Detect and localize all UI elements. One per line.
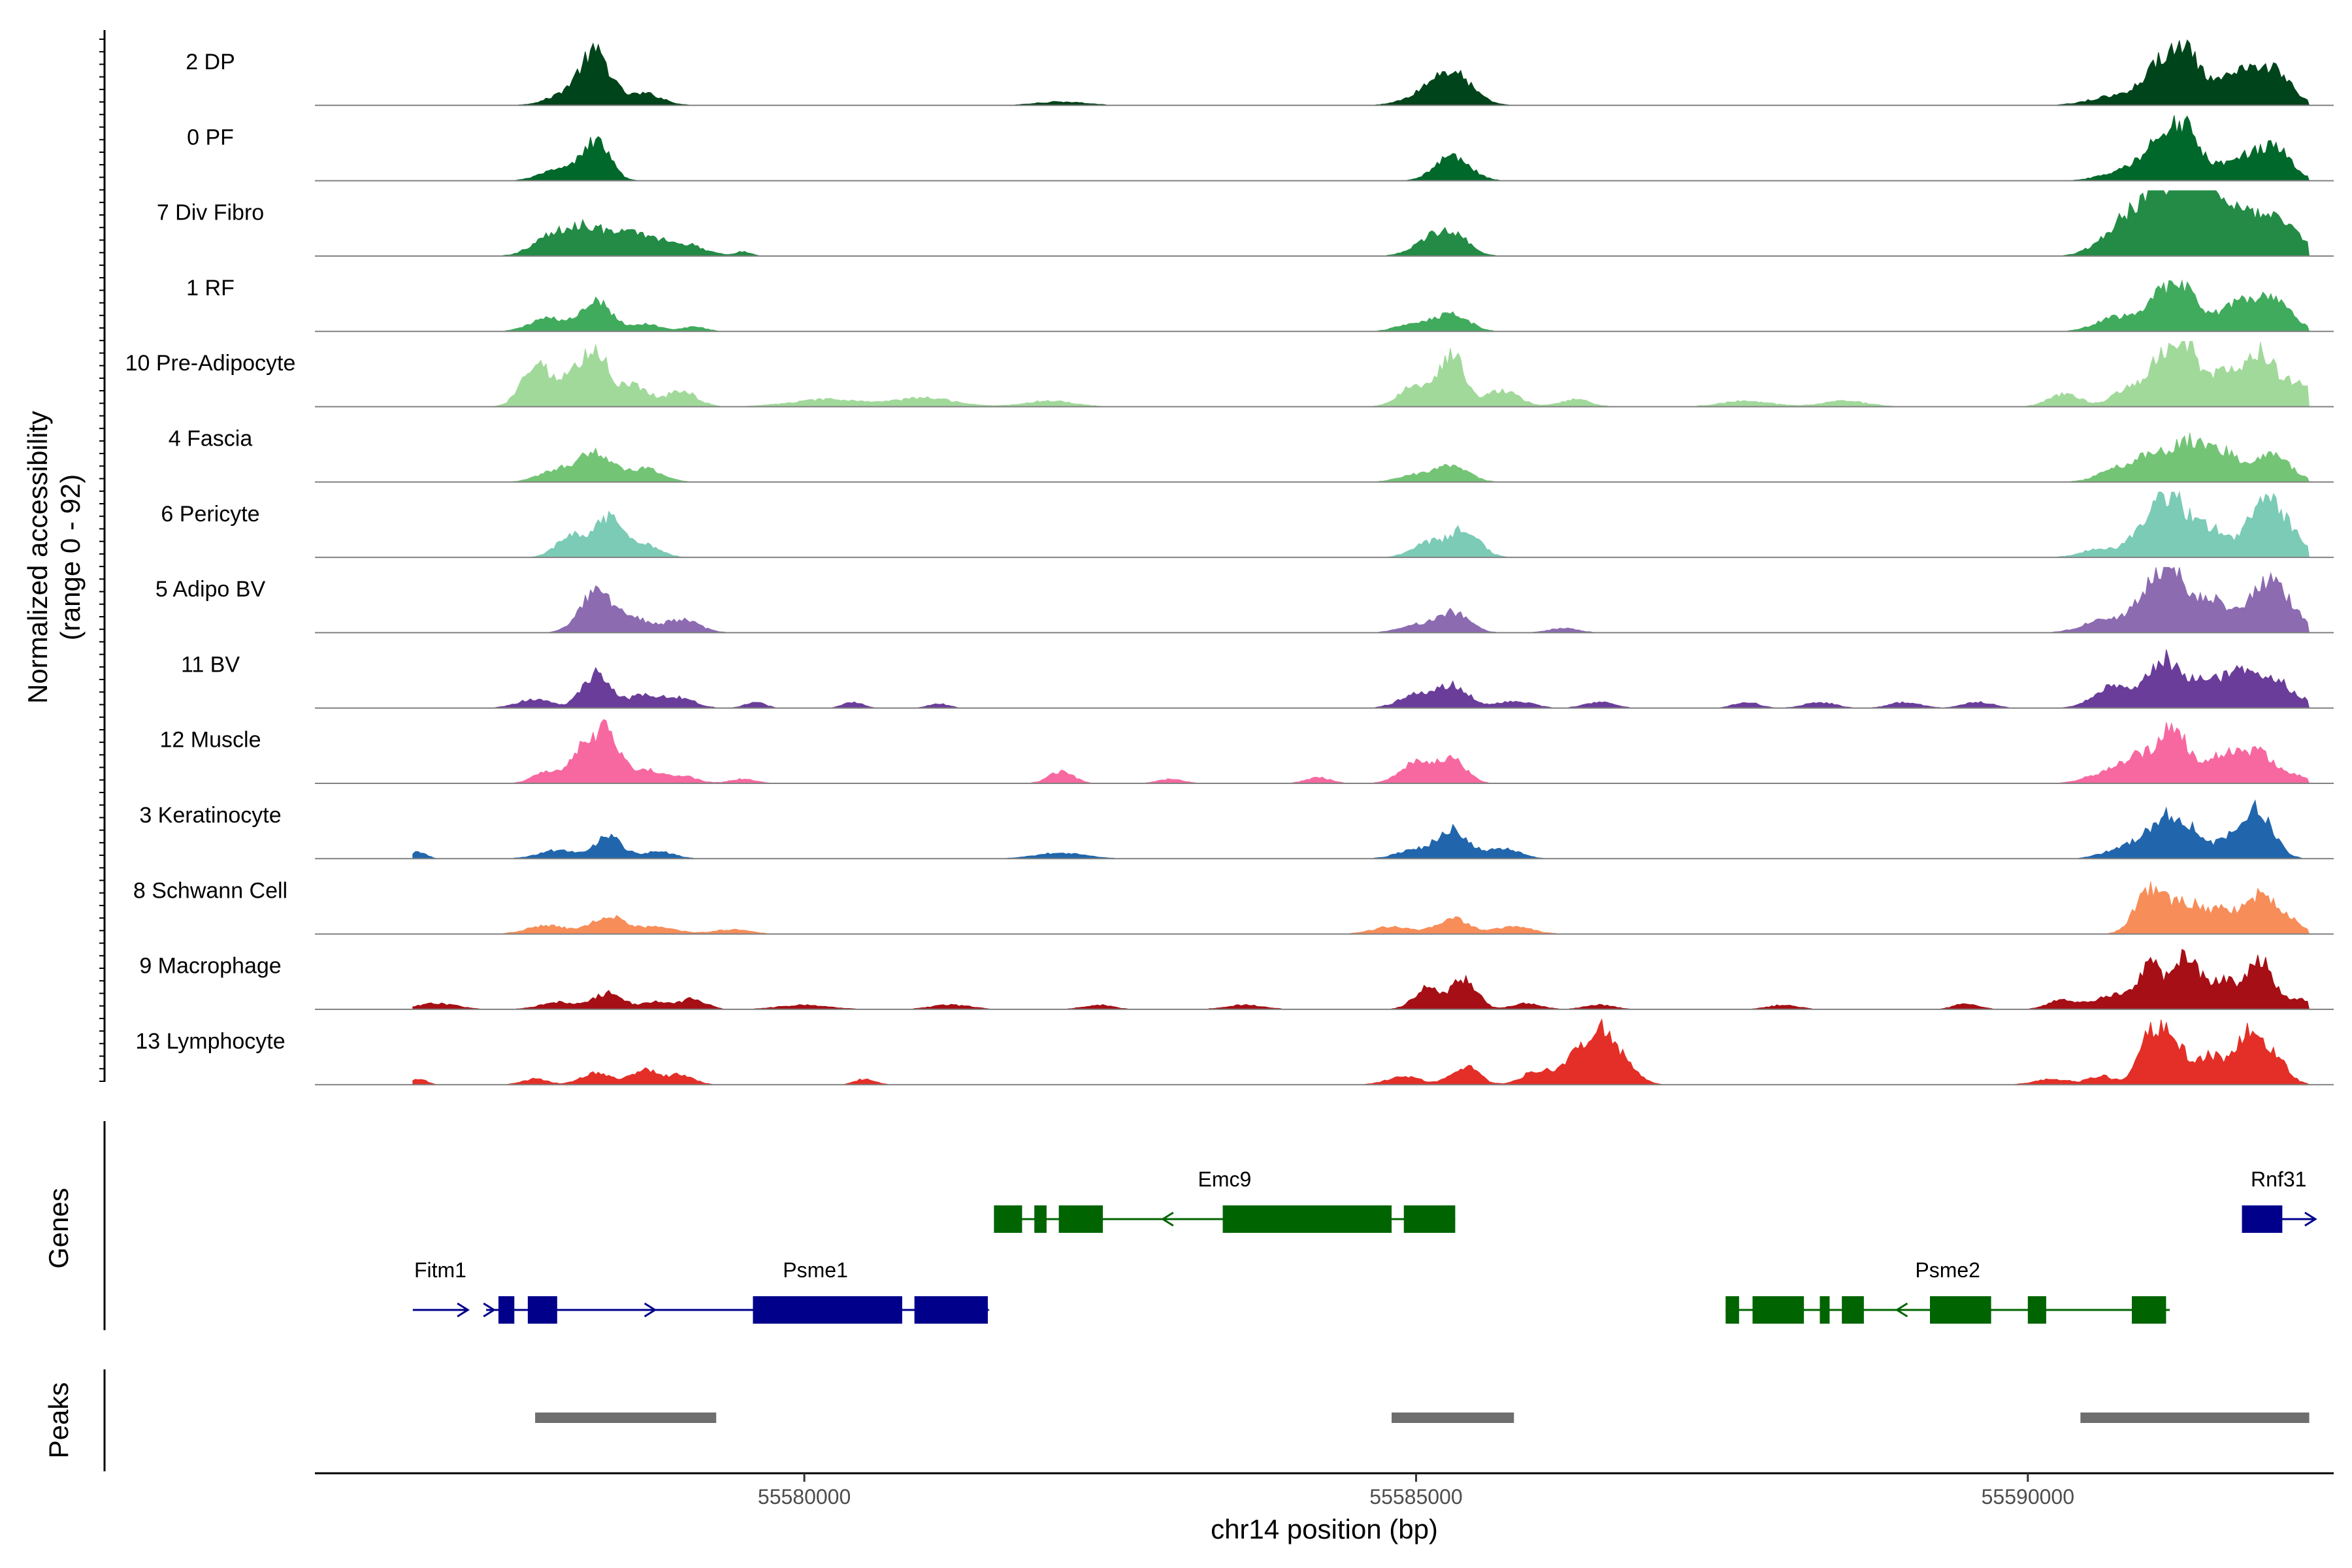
- gene-exon: [2132, 1296, 2166, 1324]
- gene-exon: [1752, 1296, 1805, 1324]
- gene-exon: [1930, 1296, 1991, 1324]
- track-label: 11 BV: [181, 652, 240, 677]
- coverage-track: 12 Muscle: [160, 719, 2334, 784]
- track-label: 6 Pericyte: [161, 502, 259, 527]
- coverage-tracks: 2 DP 0 PF 7 Div Fibro 1 RF 10 Pre-Adipocyte 4…: [125, 39, 2334, 1086]
- coverage-track: 1 RF: [186, 276, 2334, 333]
- gene-annotations: Fitm1 Psme1 Emc9 Psme2 Rnf31: [412, 1168, 2317, 1324]
- track-label: 10 Pre-Adipocyte: [125, 351, 296, 376]
- gene-exon: [1058, 1205, 1103, 1233]
- gene-label: Psme2: [1915, 1258, 1980, 1282]
- track-label: 7 Div Fibro: [157, 201, 264, 225]
- gene-exon: [1842, 1296, 1864, 1324]
- gene-exon: [1725, 1296, 1739, 1324]
- track-label: 4 Fascia: [169, 427, 253, 451]
- gene-model: Emc9: [994, 1168, 1456, 1233]
- peak-regions: [535, 1413, 2310, 1423]
- strand-arrow: [1160, 1211, 1174, 1227]
- x-axis-title: chr14 position (bp): [1211, 1514, 1438, 1544]
- x-tick-label: 55585000: [1369, 1485, 1462, 1509]
- gene-exon: [1403, 1205, 1456, 1233]
- coverage-track: 11 BV: [181, 649, 2334, 709]
- gene-exon: [2027, 1296, 2046, 1324]
- track-label: 0 PF: [187, 125, 234, 150]
- coverage-y-axis-ticks: [99, 39, 105, 1082]
- strand-arrow: [1895, 1302, 1908, 1318]
- coverage-track: 3 Keratinocyte: [139, 799, 2334, 860]
- gene-label: Psme1: [783, 1258, 848, 1282]
- genes-panel-title: Genes: [43, 1188, 74, 1269]
- gene-model: Psme1: [483, 1258, 990, 1324]
- gene-label: Rnf31: [2251, 1168, 2306, 1191]
- gene-exon: [914, 1296, 988, 1324]
- strand-arrow: [977, 1302, 990, 1318]
- gene-exon: [994, 1205, 1022, 1233]
- peak-region-bar: [1392, 1413, 1514, 1423]
- coverage-track: 8 Schwann Cell: [133, 878, 2334, 935]
- gene-exon: [753, 1296, 902, 1324]
- track-label: 8 Schwann Cell: [133, 878, 287, 903]
- gene-label: Fitm1: [414, 1258, 466, 1282]
- gene-exon: [527, 1296, 557, 1324]
- gene-label: Emc9: [1198, 1168, 1251, 1191]
- x-tick-label: 55590000: [1982, 1485, 2074, 1509]
- gene-exon: [1222, 1205, 1392, 1233]
- coverage-track: 13 Lymphocyte: [135, 1018, 2334, 1086]
- gene-model: Fitm1: [412, 1258, 470, 1318]
- coverage-track: 0 PF: [187, 115, 2334, 182]
- gene-model: Rnf31: [2242, 1168, 2317, 1233]
- coverage-track: 7 Div Fibro: [157, 190, 2334, 257]
- track-label: 2 DP: [186, 50, 235, 74]
- track-label: 3 Keratinocyte: [139, 803, 281, 828]
- gene-exon: [1034, 1205, 1047, 1233]
- coverage-track: 2 DP: [186, 39, 2334, 106]
- x-tick-label: 55580000: [758, 1485, 851, 1509]
- gene-exon: [2242, 1205, 2283, 1233]
- coverage-track: 9 Macrophage: [139, 949, 2334, 1010]
- coverage-track: 10 Pre-Adipocyte: [125, 341, 2334, 408]
- peaks-panel-title: Peaks: [43, 1382, 74, 1459]
- track-label: 13 Lymphocyte: [135, 1029, 285, 1054]
- gene-model: Psme2: [1725, 1258, 2170, 1324]
- strand-arrow: [457, 1302, 470, 1318]
- strand-arrow: [2304, 1211, 2317, 1227]
- coverage-track: 5 Adipo BV: [155, 566, 2334, 634]
- peak-region-bar: [535, 1413, 717, 1423]
- track-label: 12 Muscle: [160, 728, 261, 753]
- track-label: 9 Macrophage: [139, 954, 281, 979]
- strand-arrow: [483, 1302, 497, 1318]
- y-axis-range-label: (range 0 - 92): [55, 474, 86, 640]
- y-axis-title: Normalized accessibility: [22, 411, 53, 704]
- coverage-track: 6 Pericyte: [161, 491, 2334, 559]
- track-label: 1 RF: [186, 276, 235, 301]
- strand-arrow: [644, 1302, 657, 1318]
- track-label: 5 Adipo BV: [155, 577, 266, 602]
- gene-exon: [1820, 1296, 1830, 1324]
- x-axis-ticks: 55580000 55585000 55590000: [758, 1473, 2074, 1509]
- gene-exon: [498, 1296, 515, 1324]
- coverage-track: 4 Fascia: [169, 427, 2334, 483]
- peak-region-bar: [2080, 1413, 2310, 1423]
